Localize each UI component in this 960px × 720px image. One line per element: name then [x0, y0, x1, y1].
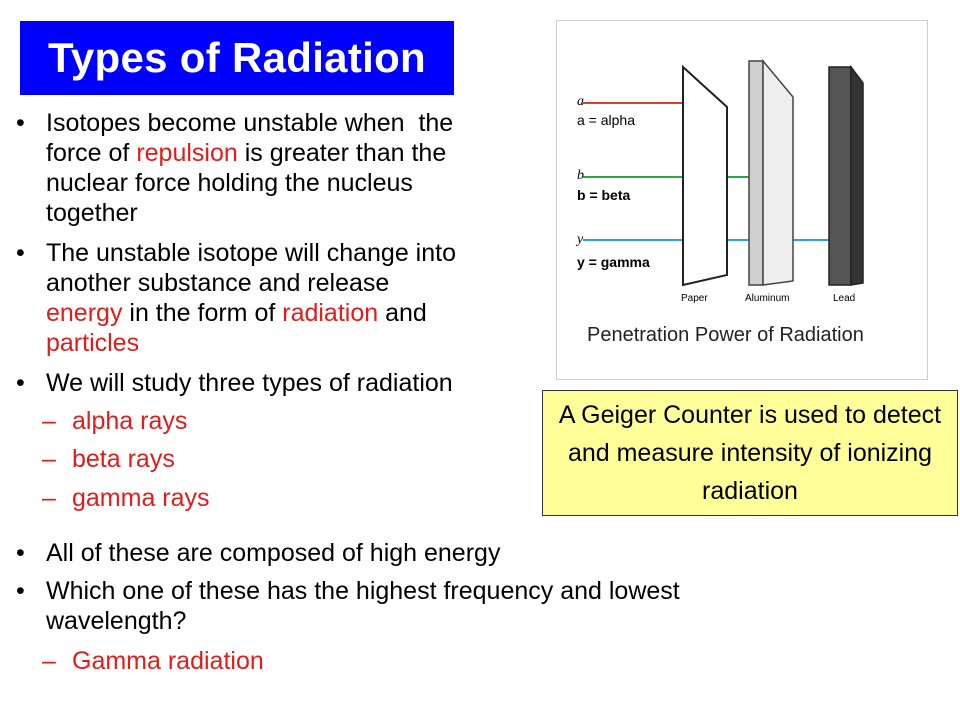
- lead-block-front: [828, 66, 852, 286]
- sub-item-label: gamma rays: [72, 484, 210, 512]
- bullet-line: particles: [46, 329, 140, 357]
- penetration-diagram: a a = alpha b b = beta y y = gamma Paper…: [575, 58, 864, 346]
- bullet-dot-icon: •: [16, 239, 25, 267]
- beta-symbol: b: [577, 168, 584, 183]
- gamma-label: y = gamma: [577, 254, 650, 270]
- bullet-line: energy in the form of radiation and: [46, 299, 427, 327]
- bullet-line: wavelength?: [46, 607, 187, 635]
- bullet-line: The unstable isotope will change into: [46, 239, 456, 267]
- penetration-figure: a a = alpha b b = beta y y = gamma Paper…: [556, 20, 928, 380]
- sub-item-label: alpha rays: [72, 407, 188, 435]
- aluminum-label: Aluminum: [745, 293, 789, 304]
- bullet-line: another substance and release: [46, 269, 390, 297]
- sub-item-label: Gamma radiation: [72, 647, 264, 675]
- paper-label: Paper: [681, 293, 708, 304]
- geiger-callout: A Geiger Counter is used to detect and m…: [542, 390, 958, 516]
- bullet-line: Isotopes become unstable when the: [46, 109, 454, 137]
- bullet-dot-icon: •: [16, 539, 25, 567]
- slide-title: Types of Radiation: [20, 21, 454, 95]
- paper-sheet: [682, 64, 728, 287]
- bullet-line: All of these are composed of high energy: [46, 539, 501, 567]
- alpha-symbol: a: [577, 94, 584, 109]
- bullet-dot-icon: •: [16, 109, 25, 137]
- bullet-line: force of repulsion is greater than the: [46, 139, 447, 167]
- figure-caption: Penetration Power of Radiation: [587, 324, 864, 346]
- alpha-label: a = alpha: [577, 112, 635, 128]
- bullet-dot-icon: •: [16, 369, 25, 397]
- aluminum-sheet-side: [762, 58, 794, 286]
- lead-label: Lead: [833, 293, 855, 304]
- sub-item-label: beta rays: [72, 445, 175, 473]
- aluminum-sheet-front: [748, 60, 764, 286]
- beta-label: b = beta: [577, 187, 631, 203]
- bullet-line: We will study three types of radiation: [46, 369, 453, 397]
- bullet-line: nuclear force holding the nucleus: [46, 169, 413, 197]
- lead-block-side: [850, 64, 864, 286]
- bullet-line: together: [46, 199, 138, 227]
- bullet-line: Which one of these has the highest frequ…: [46, 577, 680, 605]
- gamma-symbol: y: [575, 232, 584, 247]
- bullet-dot-icon: •: [16, 577, 25, 605]
